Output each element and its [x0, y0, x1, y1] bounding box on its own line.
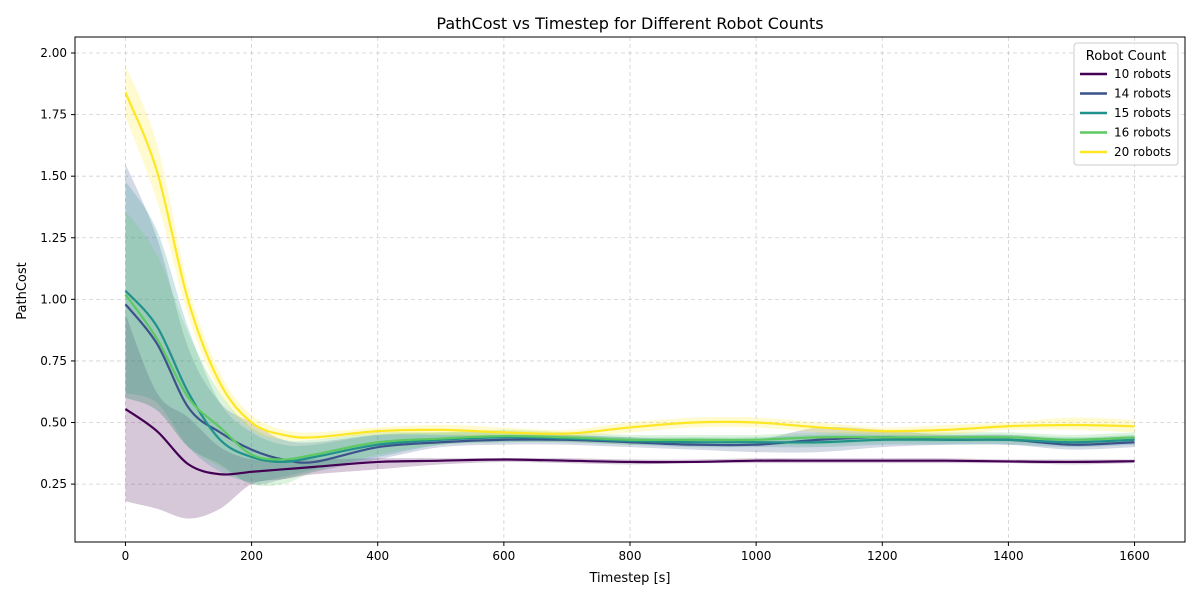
series-lines: [124, 92, 1135, 476]
x-tick-label: 800: [619, 549, 642, 563]
series-line: [124, 293, 1135, 461]
legend-label: 10 robots: [1114, 67, 1171, 81]
confidence-band: [125, 210, 1135, 486]
chart-title: PathCost vs Timestep for Different Robot…: [436, 14, 823, 33]
y-tick-label: 2.00: [40, 46, 67, 60]
y-tick-label: 1.75: [40, 108, 67, 122]
legend-label: 16 robots: [1114, 126, 1171, 140]
legend-title: Robot Count: [1086, 49, 1166, 64]
y-tick-label: 0.75: [40, 354, 67, 368]
confidence-band: [125, 314, 1135, 519]
y-tick-label: 1.00: [40, 292, 67, 306]
x-tick-label: 1400: [993, 549, 1024, 563]
y-tick-label: 1.25: [40, 231, 67, 245]
x-tick-label: 200: [240, 549, 263, 563]
axis-ticks: 0 200 400 600 800 1000 1200 1400 1600 0.25 0.50 0.7…: [40, 46, 1150, 563]
legend-label: 15 robots: [1114, 106, 1171, 120]
y-tick-label: 0.25: [40, 477, 67, 491]
confidence-band: [125, 181, 1135, 482]
x-tick-label: 1200: [867, 549, 898, 563]
series-line: [124, 408, 1135, 476]
y-tick-label: 0.50: [40, 416, 67, 430]
x-tick-label: 1600: [1119, 549, 1150, 563]
legend-items: 10 robots 14 robots 15 robots 16 robots 20 r…: [1080, 67, 1171, 159]
legend-label: 20 robots: [1114, 145, 1171, 159]
confidence-band: [125, 163, 1135, 485]
series-line: [124, 289, 1135, 464]
confidence-band: [125, 65, 1135, 441]
y-axis-title: PathCost: [15, 262, 30, 319]
x-tick-label: 600: [492, 549, 515, 563]
x-tick-label: 1000: [741, 549, 772, 563]
legend-label: 14 robots: [1114, 87, 1171, 101]
x-tick-label: 400: [366, 549, 389, 563]
y-tick-label: 1.50: [40, 169, 67, 183]
x-axis-title: Timestep [s]: [589, 571, 671, 586]
x-tick-label: 0: [122, 549, 130, 563]
series-line: [124, 92, 1135, 439]
confidence-bands: [125, 65, 1135, 519]
